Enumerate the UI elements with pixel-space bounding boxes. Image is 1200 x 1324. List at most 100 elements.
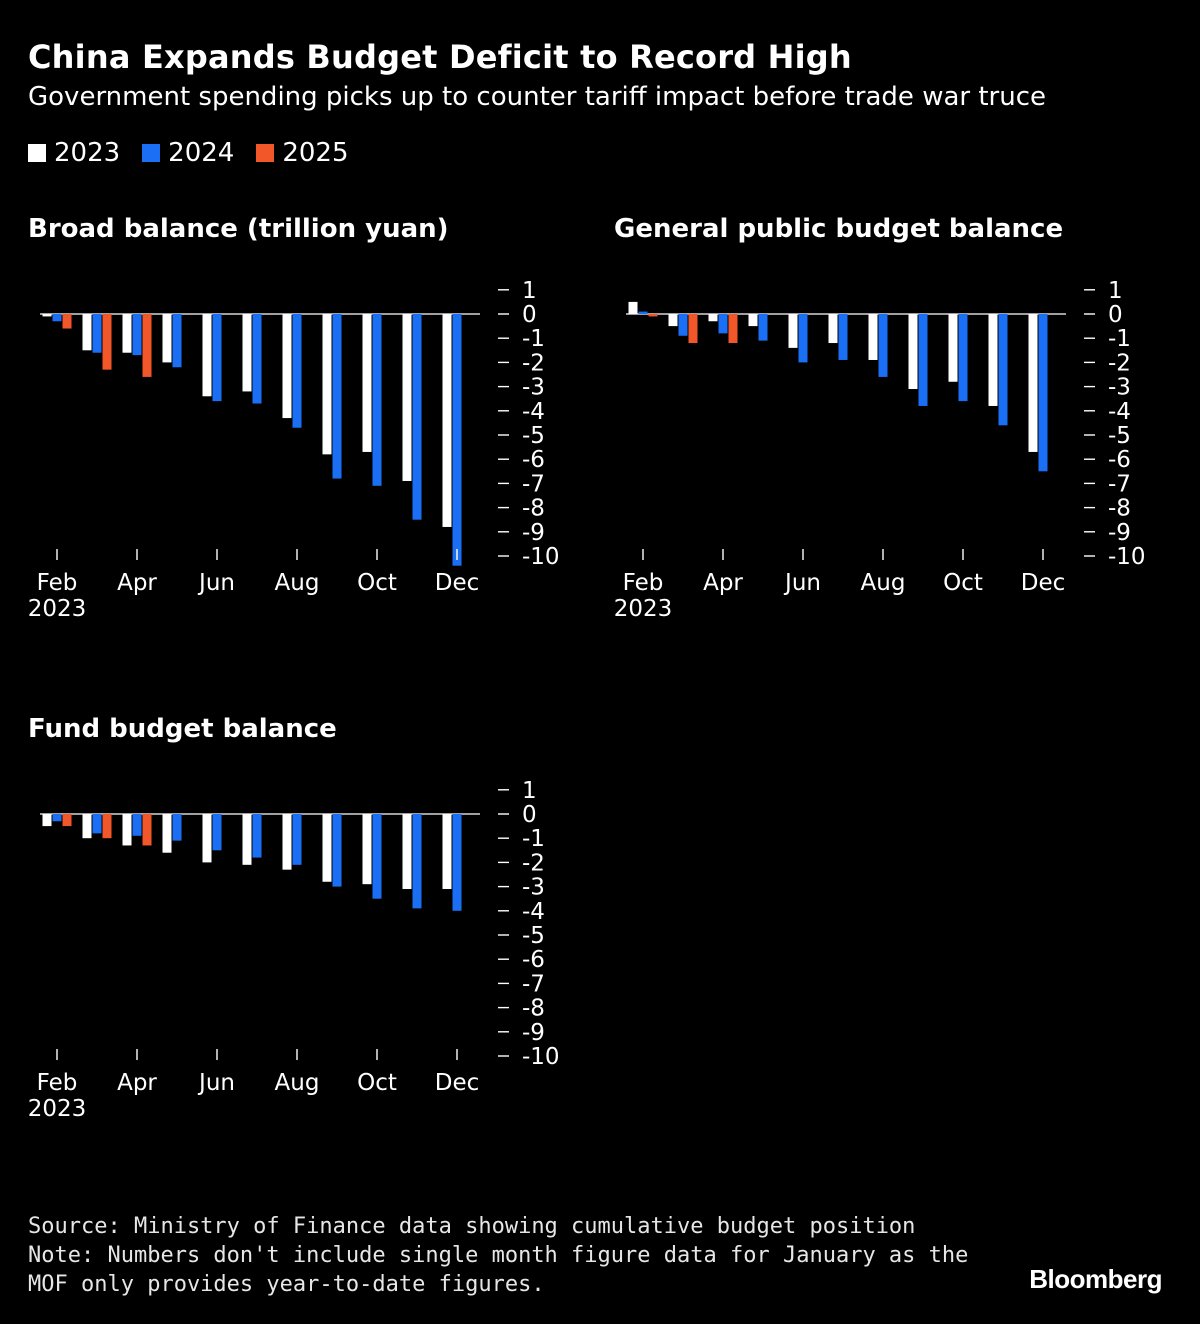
source-note: Source: Ministry of Finance data showing…	[28, 1214, 916, 1239]
y-tick-label: -2	[522, 350, 545, 376]
bar-2023-apr	[122, 314, 132, 353]
y-tick-label: -8	[522, 496, 545, 522]
y-tick-label: -5	[1108, 423, 1131, 449]
legend-label-2023: 2023	[54, 138, 121, 168]
bar-2024-sep	[332, 814, 342, 887]
bar-2023-dec	[1028, 314, 1038, 452]
bar-2023-jun	[202, 814, 212, 863]
bar-2024-oct	[958, 314, 968, 402]
bar-2024-nov	[998, 314, 1008, 426]
bar-2025-mar	[688, 314, 698, 344]
x-year-label: 2023	[28, 1096, 87, 1122]
y-tick-label: 1	[522, 278, 537, 304]
y-tick-label: -10	[1108, 544, 1146, 570]
y-tick-label: -3	[1108, 375, 1131, 401]
legend-item-2023: 2023	[28, 138, 120, 168]
bar-2024-nov	[412, 314, 422, 520]
legend-item-2025: 2025	[256, 138, 349, 168]
bar-2023-feb	[42, 814, 52, 827]
y-tick-label: 0	[522, 302, 537, 328]
bar-2023-jun	[202, 314, 212, 397]
y-tick-label: -9	[522, 1020, 545, 1046]
y-tick-label: 0	[1108, 302, 1123, 328]
bar-2024-aug	[878, 314, 888, 377]
bar-2023-feb	[628, 301, 638, 314]
bar-2023-mar	[82, 314, 92, 351]
bar-2024-jun	[212, 814, 222, 851]
broad-balance-chart: 10-1-2-3-4-5-6-7-8-9-10 Feb Apr Jun Aug Oct De…	[28, 278, 560, 622]
x-tick-label: Feb	[37, 570, 78, 596]
x-tick-label: Apr	[117, 570, 157, 596]
x-tick-label: Oct	[357, 1070, 397, 1096]
legend-item-2024: 2024	[142, 138, 234, 168]
chart-title: China Expands Budget Deficit to Record H…	[28, 38, 852, 76]
y-tick-label: -6	[522, 447, 545, 473]
bar-2023-nov	[402, 814, 412, 890]
x-year-label: 2023	[28, 596, 87, 622]
bar-2025-mar	[102, 314, 112, 370]
legend: 2023 2024 2025	[28, 138, 371, 168]
bar-2024-mar	[678, 314, 688, 336]
x-tick-label: Aug	[275, 570, 320, 596]
bar-2024-oct	[372, 814, 382, 899]
bar-2023-sep	[908, 314, 918, 390]
bar-2023-oct	[362, 814, 372, 885]
bar-2023-apr	[122, 814, 132, 846]
y-tick-label: -9	[1108, 520, 1131, 546]
x-tick-label: Jun	[197, 1070, 235, 1096]
bar-2023-nov	[988, 314, 998, 406]
y-tick-label: -5	[522, 923, 545, 949]
y-tick-label: -8	[1108, 496, 1131, 522]
bar-2024-feb	[52, 314, 62, 322]
bar-2025-feb	[62, 814, 72, 827]
bar-2024-jul	[252, 314, 262, 404]
legend-label-2025: 2025	[282, 138, 349, 168]
fund-budget-chart: 10-1-2-3-4-5-6-7-8-9-10 Feb Apr Jun Aug Oct De…	[28, 778, 560, 1122]
bar-2023-mar	[82, 814, 92, 839]
bar-2024-aug	[292, 814, 302, 865]
x-tick-label: Apr	[117, 1070, 157, 1096]
bar-2023-jul	[242, 314, 252, 392]
y-tick-label: -4	[1108, 399, 1131, 425]
bar-2024-jun	[212, 314, 222, 402]
bar-2024-apr	[718, 314, 728, 334]
bar-2023-may	[162, 314, 172, 363]
bar-2023-sep	[322, 814, 332, 882]
bar-2024-mar	[92, 814, 102, 834]
legend-swatch-2024	[142, 144, 161, 162]
bar-2024-may	[172, 314, 182, 368]
y-tick-label: -3	[522, 875, 545, 901]
y-tick-label: -1	[522, 826, 545, 852]
bar-2023-jul	[828, 314, 838, 344]
y-tick-label: -2	[522, 850, 545, 876]
y-tick-label: -1	[522, 326, 545, 352]
bar-2023-may	[748, 314, 758, 327]
bar-2023-oct	[362, 314, 372, 452]
bar-2023-aug	[282, 314, 292, 419]
y-tick-label: -1	[1108, 326, 1131, 352]
bar-2024-nov	[412, 814, 422, 909]
legend-swatch-2023	[28, 144, 46, 162]
bar-2023-may	[162, 814, 172, 853]
bar-2023-feb	[42, 314, 52, 317]
bar-2023-jun	[788, 314, 798, 348]
bar-2024-dec	[452, 314, 462, 566]
bar-2024-aug	[292, 314, 302, 428]
y-tick-label: -6	[1108, 447, 1131, 473]
y-tick-label: -9	[522, 520, 545, 546]
y-tick-label: -7	[1108, 471, 1131, 497]
bar-2024-apr	[132, 814, 142, 836]
bar-2024-apr	[132, 314, 142, 356]
x-tick-label: Apr	[703, 570, 743, 596]
bar-2023-sep	[322, 314, 332, 455]
y-tick-label: -8	[522, 996, 545, 1022]
bar-2025-apr	[142, 814, 152, 846]
bar-2023-dec	[442, 314, 452, 527]
bar-2024-dec	[452, 814, 462, 911]
y-tick-label: -7	[522, 971, 545, 997]
bar-2025-feb	[648, 314, 658, 317]
y-tick-label: 1	[522, 778, 537, 804]
bloomberg-logo: Bloomberg	[1029, 1264, 1162, 1294]
legend-label-2024: 2024	[168, 138, 235, 168]
x-tick-label: Feb	[623, 570, 664, 596]
